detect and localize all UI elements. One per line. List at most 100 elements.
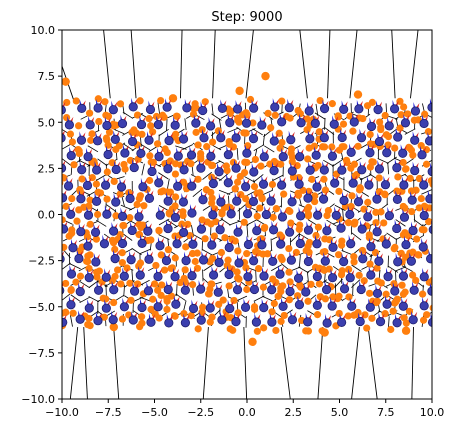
particle-point: [311, 150, 321, 160]
cell-edge: [359, 174, 371, 181]
ray-top: [391, 30, 396, 99]
vertex-marker: [208, 313, 216, 321]
cell-edge: [323, 159, 334, 167]
particle-point: [108, 105, 118, 115]
particle-point: [205, 121, 216, 131]
cell-edge: [69, 263, 81, 270]
vertex-marker: [246, 95, 255, 104]
particle-point: [136, 148, 146, 159]
vertex-marker: [62, 279, 70, 288]
particle-point: [188, 303, 199, 314]
vertex-marker: [152, 261, 160, 270]
vertex-marker: [270, 299, 278, 308]
cell-edge: [387, 162, 389, 175]
particle-point: [310, 118, 320, 129]
vertex-marker: [393, 187, 401, 195]
particle-point: [345, 273, 355, 283]
vertex-marker: [409, 151, 417, 159]
vertex-marker: [231, 185, 239, 193]
vertex-marker: [197, 152, 205, 161]
particle-point: [91, 196, 102, 206]
cell-edge: [158, 129, 169, 137]
cell-edge: [404, 128, 416, 135]
vertex-marker: [421, 110, 429, 118]
vertex-marker: [224, 256, 232, 264]
vertex-marker: [242, 195, 250, 203]
particle-point: [135, 270, 145, 280]
particle-point: [277, 212, 288, 222]
vertex-marker: [76, 272, 85, 280]
vertex-marker: [321, 186, 330, 194]
vertex-marker: [136, 97, 144, 105]
cell-edge: [106, 204, 117, 212]
vertex-marker: [103, 168, 111, 176]
particle-point: [372, 194, 382, 204]
vertex-marker: [214, 127, 223, 135]
particle-point: [62, 317, 68, 328]
vertex-marker: [391, 299, 399, 307]
particle-point: [327, 151, 338, 161]
vertex-marker: [364, 198, 372, 206]
particle-point: [261, 209, 271, 220]
cell-edge: [351, 279, 361, 288]
particle-point: [345, 209, 355, 220]
vertex-marker: [253, 212, 261, 220]
vertex-marker: [294, 292, 302, 300]
particle-point: [278, 301, 288, 312]
particle-point: [241, 118, 252, 128]
x-axis: −10.0 −7.5 −5.0 −2.5 0.0 2.5 5.0 7.5 10.0: [45, 399, 444, 419]
particle-point: [109, 285, 119, 295]
particle-point: [62, 254, 65, 264]
vertex-marker: [126, 279, 134, 287]
particle-point: [99, 239, 110, 249]
particle-point: [153, 271, 163, 282]
y-tick-label: 10.0: [31, 24, 56, 37]
vertex-marker: [304, 212, 312, 220]
vertex-marker: [277, 317, 285, 325]
vertex-marker: [315, 264, 324, 272]
vertex-marker: [76, 187, 84, 195]
vertex-marker: [293, 162, 301, 170]
particle-point: [355, 316, 365, 327]
vertex-marker: [280, 190, 288, 198]
vertex-marker: [217, 248, 226, 257]
vertex-marker: [396, 97, 404, 105]
particle-point: [364, 180, 374, 190]
ray-left: [62, 64, 76, 104]
vertex-marker: [66, 130, 75, 138]
particle-point: [187, 271, 197, 281]
vertex-marker: [295, 173, 303, 182]
outlier-marker: [109, 322, 119, 332]
particle-point: [392, 163, 402, 173]
particle-point: [84, 273, 94, 283]
particle-point: [365, 302, 375, 312]
vertex-marker: [377, 208, 385, 216]
particle-point: [337, 132, 347, 143]
particle-point: [62, 193, 68, 203]
vertex-marker: [437, 289, 444, 296]
vertex-marker: [240, 169, 249, 177]
ray-bottom: [367, 326, 378, 399]
vertex-marker: [151, 310, 159, 318]
particle-point: [374, 136, 385, 147]
particle-point: [102, 120, 112, 131]
vertex-marker: [163, 305, 171, 314]
particle-point: [318, 194, 329, 204]
particle-point: [331, 210, 341, 221]
vertex-marker: [303, 126, 311, 134]
cell-edge: [326, 219, 337, 227]
particle-point: [208, 270, 219, 280]
vertex-marker: [157, 291, 165, 299]
ray-top: [410, 30, 419, 99]
vertex-marker: [123, 264, 131, 272]
vertex-marker: [308, 175, 316, 183]
particle-point: [296, 118, 306, 128]
particle-point: [375, 317, 386, 327]
particle-point: [180, 285, 190, 295]
particle-point: [257, 240, 267, 250]
vertex-marker: [133, 111, 142, 119]
vertex-marker: [320, 175, 328, 183]
particle-point: [374, 256, 384, 266]
vertex-marker: [234, 247, 242, 255]
particle-point: [186, 150, 197, 160]
